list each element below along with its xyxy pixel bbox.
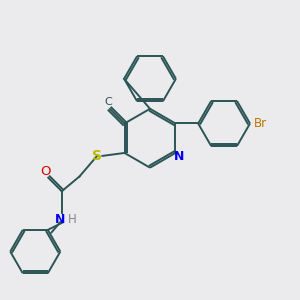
Text: N: N [55, 213, 65, 226]
Text: C: C [105, 98, 112, 107]
Text: O: O [40, 165, 51, 178]
Text: N: N [174, 150, 184, 163]
Text: S: S [92, 149, 102, 163]
Text: H: H [68, 213, 76, 226]
Text: Br: Br [254, 117, 267, 130]
